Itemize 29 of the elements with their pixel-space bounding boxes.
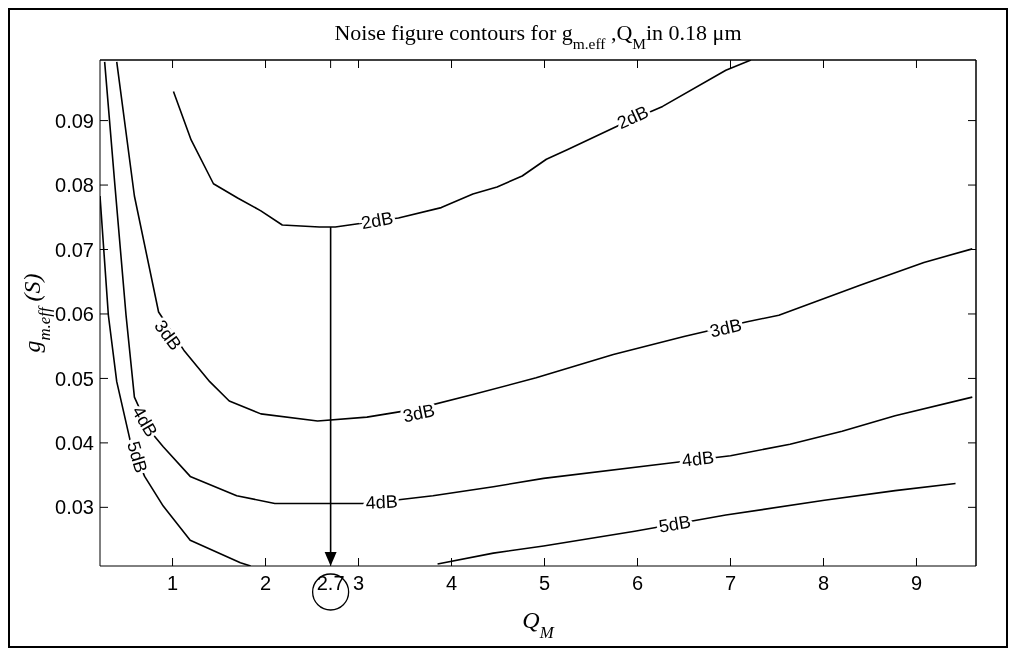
x-tick-label: 5 [538, 572, 551, 595]
y-tick-label: 0.05 [55, 367, 94, 390]
annotation: 3dB [150, 316, 186, 355]
x-tick-label: 9 [910, 572, 923, 595]
annotation: 4dB [680, 447, 716, 471]
chart-title: Noise figure contours for g$_{m.eff}$ ,Q$_{M}$in 0.18 μm [334, 20, 742, 52]
annotation: 5dB [657, 511, 693, 537]
annotation: 4dB [127, 402, 162, 441]
x-tick-label: 7 [724, 572, 737, 595]
annotation: 3dB [708, 314, 744, 342]
y-tick-label: 0.07 [55, 238, 94, 261]
annotation: 2dB [614, 101, 652, 134]
y-tick-label: 0.08 [55, 174, 94, 197]
x-tick-label: 6 [631, 572, 644, 595]
annotation: 3dB [401, 400, 437, 427]
annotation: 2dB [359, 207, 395, 234]
annotation: 5dB [123, 438, 152, 476]
y-tick-label: 0.03 [55, 496, 94, 519]
x-tick-label: 4 [445, 572, 458, 595]
x-tick-label: 1 [166, 572, 179, 595]
x-tick-label: 3 [352, 572, 365, 595]
y-tick-label: 0.09 [55, 109, 94, 132]
annotation: 4dB [365, 491, 399, 513]
y-tick-label: 0.06 [55, 303, 94, 326]
x-tick-label: 2 [259, 572, 272, 595]
x-tick-label: 2.7 [316, 572, 345, 595]
x-axis-title: Q$_{M}$ [522, 607, 555, 642]
y-tick-label: 0.04 [55, 431, 94, 454]
x-tick-label: 8 [817, 572, 830, 595]
